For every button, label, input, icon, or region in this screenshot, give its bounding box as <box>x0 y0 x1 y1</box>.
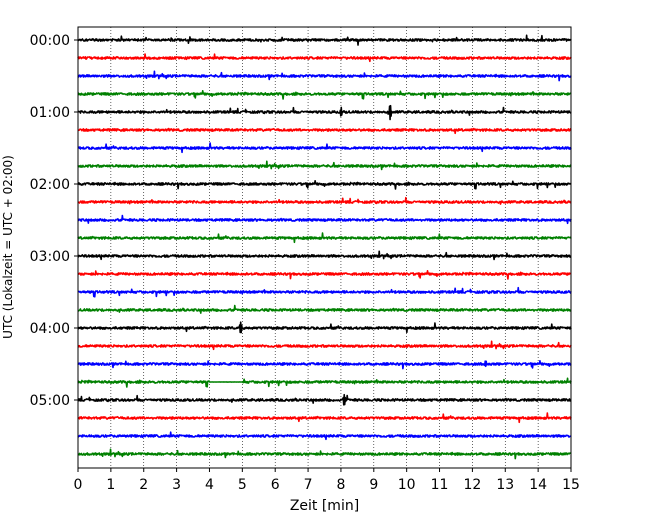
x-tick-label: 7 <box>304 477 313 493</box>
trace-row-15 <box>77 304 572 314</box>
x-tick-label: 15 <box>562 477 580 493</box>
trace-row-2 <box>77 70 572 82</box>
x-tick-label: 10 <box>398 477 416 493</box>
trace-row-11 <box>77 232 572 244</box>
trace-row-21 <box>77 412 572 424</box>
trace-layer <box>77 34 572 460</box>
trace-row-14 <box>77 286 572 298</box>
y-tick-label: 01:00 <box>30 105 70 121</box>
x-tick-label: 2 <box>139 477 148 493</box>
trace-row-9 <box>77 196 572 205</box>
trace-row-13 <box>77 269 572 280</box>
x-ticks: 0 1 2 3 4 5 6 7 8 9 10 11 12 13 14 15 <box>74 468 580 493</box>
trace-row-17 <box>77 340 572 351</box>
trace-row-5 <box>77 127 572 135</box>
trace-row-0 <box>77 34 572 46</box>
x-tick-label: 0 <box>74 477 83 493</box>
x-tick-label: 3 <box>172 477 181 493</box>
x-axis-label: Zeit [min] <box>290 498 359 514</box>
x-tick-label: 5 <box>238 477 247 493</box>
y-ticks: 00:00 01:00 02:00 03:00 04:00 05:00 <box>30 33 78 409</box>
trace-row-1 <box>77 53 572 63</box>
y-axis-label: UTC (Lokalzeit = UTC + 02:00) <box>1 155 15 339</box>
plot-frame <box>77 26 572 469</box>
trace-row-3 <box>77 89 572 100</box>
x-tick-label: 6 <box>271 477 280 493</box>
trace-row-20 <box>77 393 572 406</box>
trace-row-10 <box>77 214 572 225</box>
x-tick-label: 13 <box>496 477 514 493</box>
trace-row-18 <box>77 359 572 370</box>
x-tick-label: 8 <box>336 477 345 493</box>
trace-row-7 <box>77 160 572 171</box>
y-tick-label: 00:00 <box>30 33 70 49</box>
trace-row-19 <box>77 377 572 388</box>
trace-row-6 <box>77 142 572 154</box>
y-tick-label: 03:00 <box>30 249 70 265</box>
y-tick-label: 05:00 <box>30 393 70 409</box>
trace-row-23 <box>77 448 572 460</box>
trace-row-4 <box>77 104 572 121</box>
trace-row-16 <box>77 321 572 334</box>
x-tick-label: 4 <box>205 477 214 493</box>
trace-row-8 <box>77 179 572 190</box>
x-tick-label: 9 <box>369 477 378 493</box>
x-tick-label: 1 <box>106 477 115 493</box>
x-tick-label: 12 <box>463 477 481 493</box>
y-tick-label: 04:00 <box>30 321 70 337</box>
x-tick-label: 14 <box>529 477 547 493</box>
trace-row-22 <box>77 431 572 441</box>
y-tick-label: 02:00 <box>30 177 70 193</box>
trace-row-12 <box>77 250 572 261</box>
x-tick-label: 11 <box>431 477 449 493</box>
